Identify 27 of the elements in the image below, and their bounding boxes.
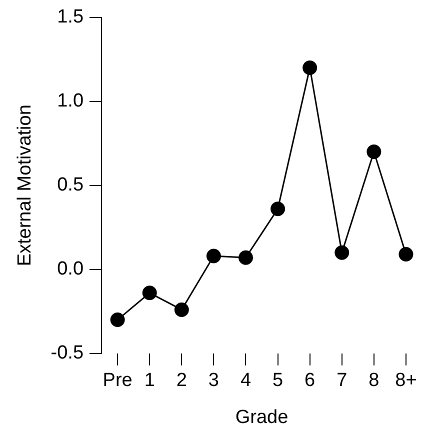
x-axis-title: Grade (235, 406, 288, 428)
point (398, 247, 414, 262)
x-tick-label: 7 (336, 370, 348, 392)
x-tick-label: 1 (144, 370, 155, 392)
point (334, 245, 350, 260)
x-tick-label: 6 (304, 370, 316, 392)
x-tick-label: 4 (240, 370, 252, 392)
y-tick-label: 0.0 (57, 258, 84, 280)
point (238, 250, 253, 265)
y-tick-label: 0.5 (57, 174, 84, 196)
point (174, 302, 189, 317)
point (142, 286, 157, 300)
y-tick-label: -0.5 (50, 342, 84, 364)
point (110, 312, 125, 328)
point (206, 248, 221, 264)
x-tick-label: 2 (176, 370, 187, 392)
point (366, 144, 382, 160)
y-tick-label: 1.0 (57, 90, 84, 112)
x-tick-label: 5 (272, 370, 284, 392)
y-tick-label: 1.5 (57, 6, 84, 28)
point (302, 60, 318, 76)
point (270, 202, 286, 216)
x-tick-label: 8+ (395, 370, 417, 392)
x-tick-label: 3 (208, 370, 219, 392)
x-tick-label: 8 (368, 370, 380, 392)
y-axis-title: External Motivation (14, 104, 36, 266)
x-tick-label: Pre (102, 370, 132, 392)
